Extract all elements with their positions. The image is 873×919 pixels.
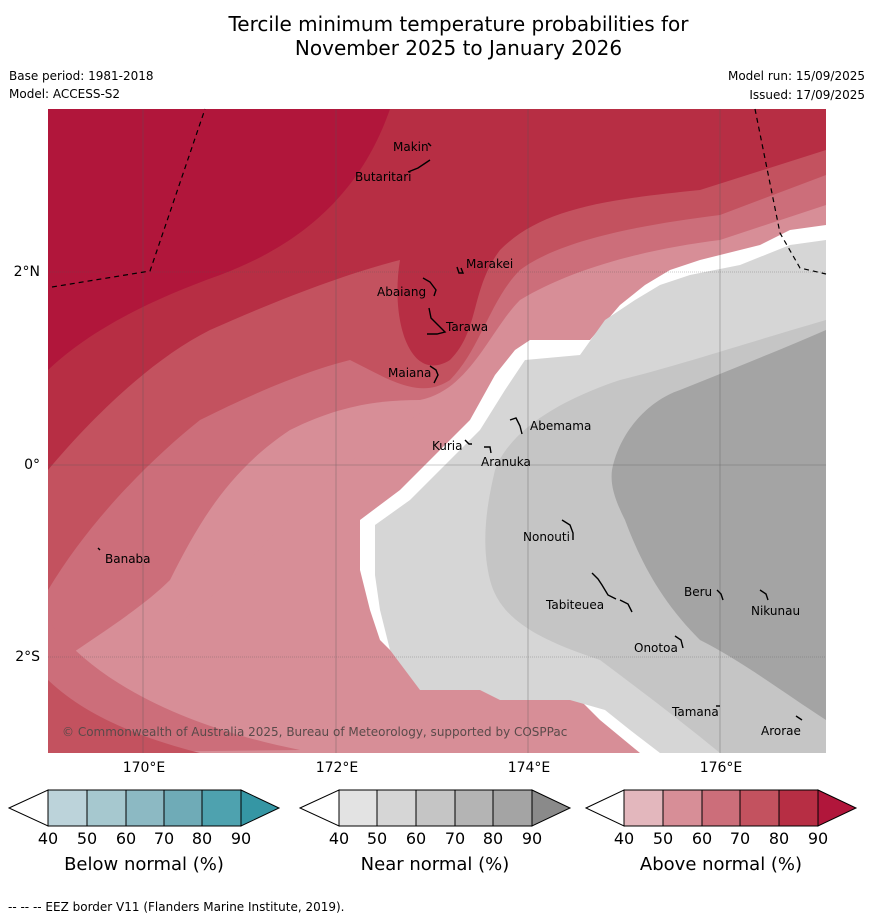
model-run: Model run: 15/09/2025: [727, 69, 865, 83]
band-near-60: [611, 330, 826, 720]
place-label-nikunau: Nikunau: [751, 604, 801, 618]
near-normal-title: Near normal (%): [360, 854, 510, 875]
place-label-beru: Beru: [684, 585, 713, 599]
tick-label: 80: [191, 829, 213, 848]
tick-label: 70: [729, 829, 751, 848]
place-label-onotoa: Onotoa: [634, 641, 678, 655]
tick-label: 90: [807, 829, 829, 848]
lon-label-174e: 174°E: [507, 760, 551, 776]
tick-label: 90: [230, 829, 252, 848]
place-label-tabiteuea: Tabiteuea: [546, 598, 605, 612]
graticule: [48, 109, 826, 753]
probability-shading: [48, 109, 826, 753]
tick-label: 60: [691, 829, 713, 848]
lat-label-2s: 2°S: [15, 649, 40, 665]
place-label-banaba: Banaba: [105, 552, 151, 566]
place-label-tamana: Tamana: [672, 705, 719, 719]
map-title: Tercile minimum temperature probabilitie…: [0, 12, 873, 60]
place-label-tarawa: Tarawa: [446, 320, 489, 334]
lat-label-2n: 2°N: [13, 264, 40, 280]
colorbar-near: [298, 789, 572, 827]
issued-date: Issued: 17/09/2025: [749, 88, 865, 102]
tick-label: 60: [405, 829, 427, 848]
place-label-kuria: Kuria: [432, 439, 463, 453]
tick-label: 70: [444, 829, 466, 848]
tick-label: 40: [37, 829, 59, 848]
place-label-aranuka: Aranuka: [481, 455, 531, 469]
tick-label: 40: [328, 829, 350, 848]
tick-label: 50: [652, 829, 674, 848]
copyright-notice: © Commonwealth of Australia 2025, Bureau…: [62, 725, 568, 739]
tick-label: 90: [521, 829, 543, 848]
colorbar-above: [584, 789, 858, 827]
place-label-nonouti: Nonouti: [523, 530, 570, 544]
tick-label: 80: [768, 829, 790, 848]
lon-label-172e: 172°E: [315, 760, 359, 776]
lat-label-0: 0°: [24, 457, 40, 473]
tick-label: 80: [482, 829, 504, 848]
below-normal-title: Below normal (%): [64, 854, 224, 875]
base-period: Base period: 1981-2018: [9, 69, 154, 83]
place-label-abaiang: Abaiang: [377, 285, 427, 299]
tick-label: 60: [115, 829, 137, 848]
lon-label-170e: 170°E: [122, 760, 166, 776]
title-line-2: November 2025 to January 2026: [294, 36, 623, 60]
eez-border: [51, 108, 827, 288]
place-label-maiana: Maiana: [388, 366, 432, 380]
place-label-butaritari: Butaritari: [355, 170, 412, 184]
colorbar-below: [7, 789, 281, 827]
tick-label: 40: [613, 829, 635, 848]
place-label-abemama: Abemama: [530, 419, 592, 433]
above-normal-title: Above normal (%): [639, 854, 803, 875]
eez-footnote: -- -- -- EEZ border V11 (Flanders Marine…: [8, 900, 345, 914]
place-label-marakei: Marakei: [466, 257, 514, 271]
place-label-makin: Makin: [393, 140, 429, 154]
tick-label: 50: [76, 829, 98, 848]
tick-label: 50: [366, 829, 388, 848]
tick-label: 70: [153, 829, 175, 848]
lon-label-176e: 176°E: [699, 760, 743, 776]
islands: [97, 142, 803, 721]
model-name: Model: ACCESS-S2: [9, 87, 121, 101]
place-label-arorae: Arorae: [761, 724, 801, 738]
title-line-1: Tercile minimum temperature probabilitie…: [228, 12, 689, 36]
